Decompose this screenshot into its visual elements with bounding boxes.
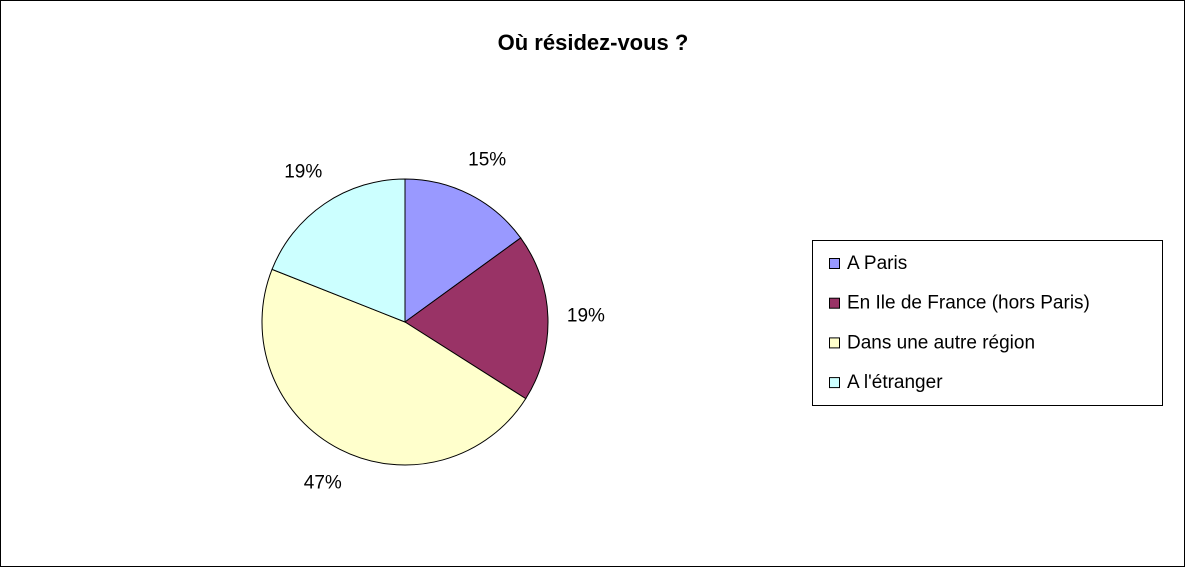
- data-label: 47%: [304, 472, 342, 493]
- pie-slice: [271, 178, 406, 323]
- data-label: 19%: [284, 161, 322, 182]
- legend-label: A l'étranger: [847, 372, 943, 393]
- legend-swatch: [829, 377, 840, 389]
- data-label: 19%: [567, 305, 605, 326]
- legend-label: En Ile de France (hors Paris): [847, 293, 1090, 314]
- pie-slice: [261, 268, 527, 466]
- legend-swatch: [829, 258, 840, 269]
- pie-slice: [404, 178, 522, 323]
- legend-label: Dans une autre région: [847, 332, 1035, 353]
- pie-slice: [404, 237, 549, 400]
- legend-label: A Paris: [847, 253, 907, 274]
- legend-swatch: [829, 337, 840, 349]
- legend-swatch: [829, 297, 840, 309]
- chart-title: Où résidez-vous ?: [498, 30, 689, 55]
- data-label: 15%: [468, 150, 506, 171]
- legend: [812, 240, 1163, 406]
